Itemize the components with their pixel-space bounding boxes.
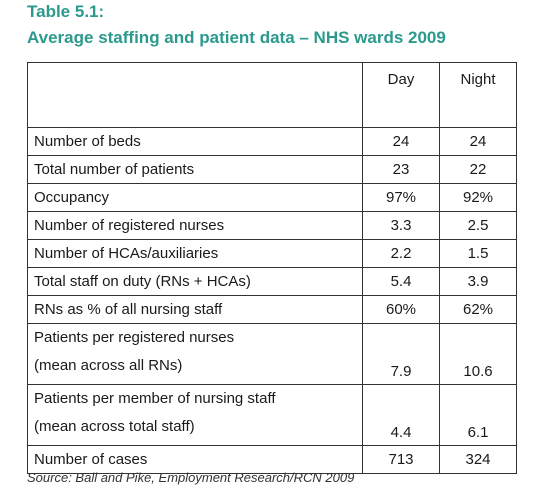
data-table: Day Night Number of beds 24 24 Total number …	[27, 62, 517, 474]
value-cell: 324	[439, 445, 517, 474]
value-cell: 60%	[362, 295, 440, 324]
table-row: Number of HCAs/auxiliaries 2.2 1.5	[27, 239, 517, 268]
value-cell: 713	[362, 445, 440, 474]
label-line: Number of cases	[34, 451, 148, 468]
row-label: Number of beds	[27, 127, 363, 156]
table-row: RNs as % of all nursing staff 60% 62%	[27, 295, 517, 324]
label-line: (mean across total staff)	[34, 418, 195, 435]
table-row: Number of beds 24 24	[27, 127, 517, 156]
label-line: Occupancy	[34, 189, 110, 206]
row-label: Number of registered nurses	[27, 211, 363, 240]
header-row: Day Night	[27, 62, 517, 128]
table-title: Average staffing and patient data – NHS …	[27, 28, 446, 47]
row-label: RNs as % of all nursing staff	[27, 295, 363, 324]
corner-cell	[27, 62, 363, 128]
value-cell: 22	[439, 155, 517, 184]
row-label: Patients per registered nurses (mean acro…	[27, 323, 363, 385]
value-cell: 92%	[439, 183, 517, 212]
row-label: Patients per member of nursing staff (mea…	[27, 384, 363, 446]
table-row: Total staff on duty (RNs + HCAs) 5.4 3.9	[27, 267, 517, 296]
label-line: Total staff on duty (RNs + HCAs)	[34, 273, 251, 290]
label-line: Patients per member of nursing staff	[34, 390, 276, 407]
value-cell: 2.5	[439, 211, 517, 240]
value-cell: 97%	[362, 183, 440, 212]
label-line: Number of HCAs/auxiliaries	[34, 245, 219, 262]
row-label: Total number of patients	[27, 155, 363, 184]
table-row: Patients per member of nursing staff (mea…	[27, 384, 517, 446]
table-row: Patients per registered nurses (mean acro…	[27, 323, 517, 385]
label-line: Total number of patients	[34, 161, 195, 178]
value-cell: 7.9	[362, 323, 440, 385]
row-label: Occupancy	[27, 183, 363, 212]
row-label: Number of cases	[27, 445, 363, 474]
source-note: Source: Ball and Pike, Employment Resear…	[27, 470, 355, 485]
table-row: Number of cases 713 324	[27, 445, 517, 474]
value-cell: 6.1	[439, 384, 517, 446]
value-cell: 1.5	[439, 239, 517, 268]
value-cell: 10.6	[439, 323, 517, 385]
value-cell: 24	[439, 127, 517, 156]
table-row: Total number of patients 23 22	[27, 155, 517, 184]
value-cell: 62%	[439, 295, 517, 324]
value-cell: 5.4	[362, 267, 440, 296]
column-header: Day	[362, 62, 440, 128]
row-label: Total staff on duty (RNs + HCAs)	[27, 267, 363, 296]
value-cell: 3.9	[439, 267, 517, 296]
value-cell: 24	[362, 127, 440, 156]
value-cell: 23	[362, 155, 440, 184]
label-line: Patients per registered nurses	[34, 329, 235, 346]
label-line: RNs as % of all nursing staff	[34, 301, 223, 318]
table-number: Table 5.1:	[27, 2, 105, 21]
value-cell: 2.2	[362, 239, 440, 268]
value-cell: 3.3	[362, 211, 440, 240]
label-line: (mean across all RNs)	[34, 357, 183, 374]
label-line: Number of beds	[34, 133, 141, 150]
table-row: Number of registered nurses 3.3 2.5	[27, 211, 517, 240]
label-line: Number of registered nurses	[34, 217, 225, 234]
table-row: Occupancy 97% 92%	[27, 183, 517, 212]
column-header: Night	[439, 62, 517, 128]
row-label: Number of HCAs/auxiliaries	[27, 239, 363, 268]
value-cell: 4.4	[362, 384, 440, 446]
